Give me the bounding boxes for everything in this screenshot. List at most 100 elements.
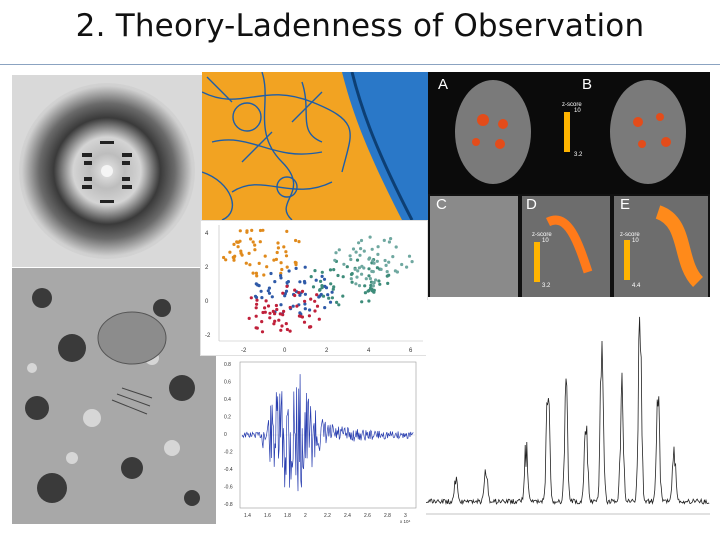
scatter-point: [368, 256, 372, 260]
scatter-point: [342, 262, 346, 266]
scatter-point: [224, 258, 228, 262]
scatter-point: [258, 240, 262, 244]
scatter-point: [336, 273, 340, 278]
scatter-point: [387, 260, 391, 264]
scatter-point: [329, 282, 333, 286]
scatter-point: [410, 260, 414, 264]
scatter-point: [333, 258, 337, 262]
scatter-point: [384, 263, 388, 267]
scatter-point: [376, 252, 380, 256]
scatter-point: [255, 326, 259, 330]
scatter-point: [263, 254, 267, 258]
scatter-point: [279, 276, 283, 280]
zscore-max-e: 10: [632, 238, 639, 244]
scatter-point: [303, 292, 307, 296]
waveform-x-tick: 1.8: [284, 513, 291, 519]
waveform-y-tick: 0: [224, 432, 227, 438]
scatter-point: [314, 278, 318, 282]
zscore-min-d: 3.2: [542, 283, 551, 289]
scatter-point: [308, 325, 312, 329]
scatter-point: [362, 266, 366, 270]
scatter-point: [248, 263, 252, 267]
scatter-point: [303, 302, 307, 306]
scatter-point: [273, 319, 277, 323]
scatter-point: [244, 261, 248, 265]
fmri-label-d: D: [526, 196, 537, 213]
scatter-x-tick: 2: [325, 348, 329, 354]
scatter-point: [367, 299, 371, 303]
scatter-point: [288, 329, 292, 333]
scatter-point: [232, 242, 236, 246]
scatter-point: [371, 259, 375, 263]
scatter-point: [376, 245, 380, 249]
scatter-point: [309, 275, 313, 279]
scatter-point: [222, 255, 226, 260]
scatter-point: [283, 292, 287, 296]
scatter-point: [400, 262, 404, 267]
nmr-spectrum-image: [426, 300, 710, 526]
scatter-point: [319, 292, 323, 297]
scatter-point: [259, 289, 263, 293]
scatter-point: [287, 269, 291, 273]
scatter-point: [251, 240, 255, 244]
waveform-x-unit: x 10⁴: [400, 519, 411, 524]
scatter-point: [379, 267, 383, 271]
scatter-point: [253, 243, 257, 247]
waveform-y-tick: -0.6: [224, 485, 233, 491]
scatter-point: [298, 311, 302, 315]
scatter-point: [334, 251, 338, 255]
scatter-point: [300, 315, 304, 319]
scatter-point: [359, 238, 364, 243]
scatter-point: [293, 293, 297, 298]
scatter-point: [358, 253, 362, 257]
waveform-x-tick: 3: [404, 513, 407, 519]
scatter-plot: -2 0 2 4 6 4 2 0 -2: [200, 220, 428, 356]
scatter-point: [298, 280, 302, 284]
scatter-point: [330, 290, 334, 294]
scatter-point: [354, 250, 358, 254]
x-ray-diffraction-image: [12, 75, 202, 267]
scatter-point: [372, 288, 376, 292]
scatter-point: [315, 304, 320, 308]
scatter-point: [268, 316, 272, 320]
scatter-point: [367, 274, 371, 278]
scatter-y-tick: -2: [205, 333, 211, 339]
scatter-point: [267, 286, 271, 290]
scatter-point: [375, 266, 379, 270]
scatter-point: [367, 288, 371, 293]
scatter-point: [250, 228, 254, 232]
scatter-point: [279, 328, 283, 332]
scatter-x-tick: 6: [409, 348, 413, 354]
scatter-point: [394, 245, 398, 249]
scatter-point: [405, 265, 409, 269]
scatter-point: [297, 314, 301, 318]
fmri-label-a: A: [438, 76, 449, 93]
scatter-point: [255, 298, 259, 302]
scatter-point: [280, 267, 284, 272]
scatter-point: [236, 245, 240, 249]
scatter-point: [302, 320, 307, 324]
zscore-label-e: z-score: [620, 232, 640, 238]
scatter-point: [274, 303, 278, 308]
scatter-point: [326, 293, 330, 297]
scatter-point: [265, 265, 269, 269]
scatter-point: [297, 240, 301, 244]
scatter-point: [270, 295, 274, 299]
waveform-y-tick: -0.4: [224, 467, 233, 473]
scatter-point: [341, 275, 345, 279]
electron-micrograph-image: [12, 268, 216, 524]
neuron-micrograph-image: [202, 72, 428, 220]
scatter-point: [321, 294, 326, 298]
scatter-point: [267, 291, 272, 295]
scatter-point: [385, 274, 389, 278]
scatter-point: [285, 265, 289, 269]
waveform-trace: [241, 374, 414, 492]
scatter-point: [320, 270, 324, 274]
scatter-point: [285, 327, 289, 332]
scatter-point: [322, 277, 327, 281]
scatter-point: [255, 302, 259, 306]
scatter-point: [254, 271, 258, 275]
slide-title: 2. Theory-Ladenness of Observation: [75, 8, 645, 44]
scatter-point: [313, 299, 317, 303]
zscore-max-d: 10: [542, 238, 549, 244]
